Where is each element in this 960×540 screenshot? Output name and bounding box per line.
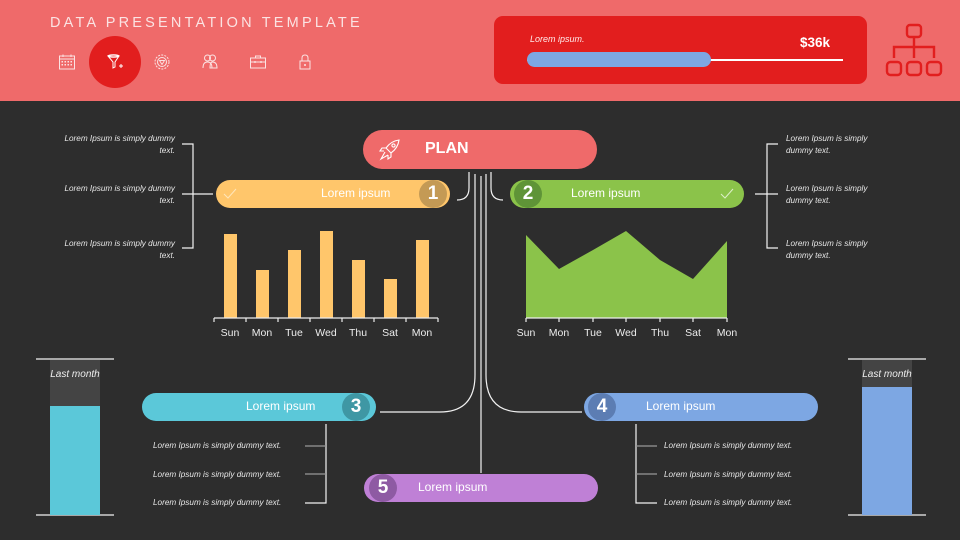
pill-2-label: Lorem ipsum [571,186,641,200]
left-note-2: Lorem Ipsum is simply dummy text. [64,184,175,205]
pill-3-note-1: Lorem Ipsum is simply dummy text. [153,441,282,450]
pill-3-note-2: Lorem Ipsum is simply dummy text. [153,470,282,479]
plan-label: PLAN [425,140,469,157]
area-x-label: Sun [516,327,536,339]
pill-3[interactable]: Lorem ipsum 3 [142,393,376,421]
page-title: DATA PRESENTATION TEMPLATE [50,15,363,31]
pill-1-badge: 1 [419,180,447,208]
check-icon [720,188,734,199]
progress-value: $36k [799,35,830,50]
lock-icon[interactable] [295,52,315,72]
pill-4-note-2: Lorem Ipsum is simply dummy text. [664,470,793,479]
area-x-label: Wed [615,327,637,339]
calendar-icon[interactable] [57,52,77,72]
pill-4-note-3: Lorem Ipsum is simply dummy text. [664,498,793,507]
progress-fill [527,52,711,67]
pill-5[interactable]: 5 Lorem ipsum [364,474,598,502]
right-note-2: Lorem Ipsum is simply dummy text. [786,184,868,205]
left-note-1: Lorem Ipsum is simply dummy text. [64,134,175,155]
briefcase-icon[interactable] [248,52,268,72]
bar-x-label: Mon [411,327,433,339]
area-x-label: Mon [548,327,570,339]
bar-x-label: Sat [382,327,398,339]
pill-1-label: Lorem ipsum [321,186,391,200]
right-note-3: Lorem Ipsum is simply dummy text. [786,239,868,260]
area-chart [525,231,728,322]
pill-4-label: Lorem ipsum [646,399,716,413]
bar-x-label: Mon [251,327,273,339]
right-gauge-fill [862,387,912,515]
left-note-3: Lorem Ipsum is simply dummy text. [64,239,175,260]
area-x-label: Thu [650,327,670,339]
area-x-label: Tue [584,327,602,339]
left-gauge-fill [50,406,100,515]
area-series [526,231,727,318]
pill-5-badge: 5 [369,474,397,502]
left-gauge [50,360,100,515]
settings-icon[interactable] [152,52,172,72]
users-icon[interactable] [200,52,220,72]
right-note-1: Lorem Ipsum is simply dummy text. [786,134,868,155]
org-chart-icon[interactable] [884,22,944,80]
right-gauge-label: Last month [862,369,912,380]
pill-1[interactable]: Lorem ipsum 1 [216,180,450,208]
right-gauge [862,360,912,515]
pill-4-note-1: Lorem Ipsum is simply dummy text. [664,441,793,450]
pill-3-badge: 3 [342,393,370,421]
rocket-icon [378,139,400,161]
plan-pill[interactable]: PLAN [363,130,597,169]
left-gauge-label: Last month [50,369,100,380]
pill-5-label: Lorem ipsum [418,480,488,494]
pill-4-badge: 4 [588,393,616,421]
bar-x-label: Sun [220,327,240,339]
pill-3-label: Lorem ipsum [246,399,316,413]
pill-2-badge: 2 [514,180,542,208]
check-icon [223,188,237,199]
bar-x-label: Thu [348,327,368,339]
pill-2[interactable]: 2 Lorem ipsum [510,180,744,208]
area-x-label: Mon [716,327,738,339]
progress-label: Lorem ipsum. [530,34,585,44]
bar-chart [213,231,439,322]
bar-x-label: Wed [315,327,337,339]
area-x-label: Sat [685,327,701,339]
pill-3-note-3: Lorem Ipsum is simply dummy text. [153,498,282,507]
funnel-add-icon[interactable] [105,52,125,72]
progress-card: Lorem ipsum. $36k [494,16,867,84]
header-bar: DATA PRESENTATION TEMPLATE [0,0,960,101]
bar-series [224,231,429,318]
bar-x-label: Tue [285,327,303,339]
pill-4[interactable]: 4 Lorem ipsum [584,393,818,421]
